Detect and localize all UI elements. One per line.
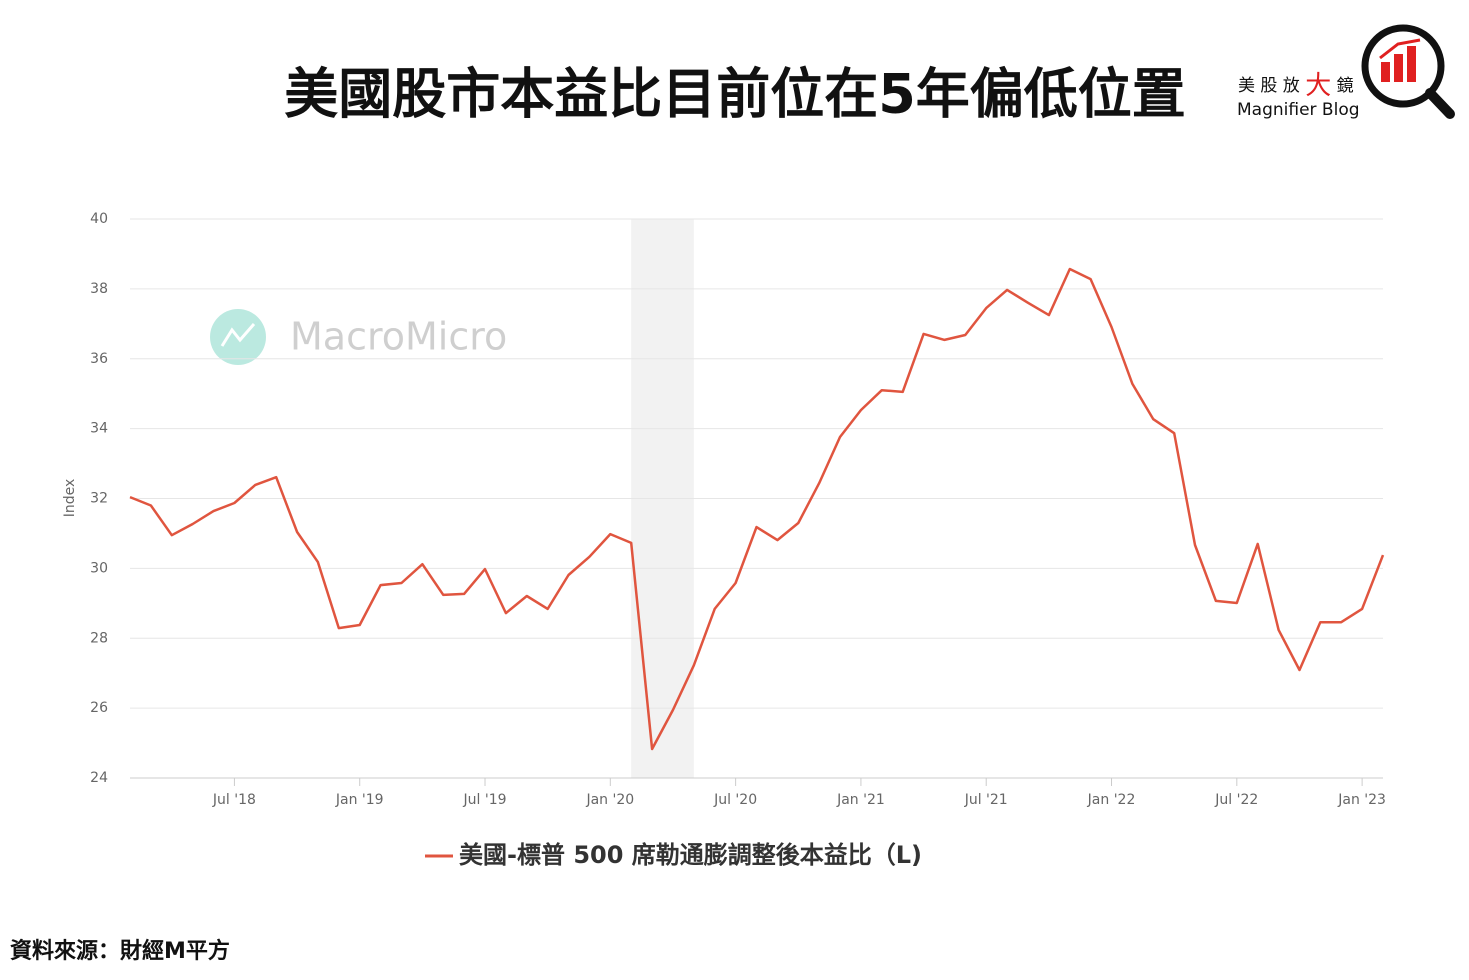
y-tick-label: 40 [90, 211, 108, 227]
watermark-logo [210, 309, 266, 365]
data-line [129, 267, 1385, 751]
y-tick-label: 38 [90, 281, 108, 297]
y-tick-label: 32 [90, 491, 108, 507]
logo-arrow [1379, 38, 1421, 60]
x-tick-label: Jan '22 [1087, 792, 1136, 808]
x-tick-label: Jan '23 [1337, 792, 1386, 808]
watermark: MacroMicro [210, 309, 507, 365]
x-tick-label: Jul '19 [463, 792, 507, 808]
x-tick-label: Jan '19 [335, 792, 384, 808]
logo-bar [1407, 46, 1416, 82]
y-tick-label: 28 [90, 630, 108, 646]
logo-bar [1381, 62, 1390, 82]
source-note: 資料來源：財經M平方 [10, 938, 230, 964]
y-tick-label: 34 [90, 421, 108, 437]
chart-title: 美國股市本益比目前位在5年偏低位置 [284, 63, 1186, 126]
legend-label: 美國-標普 500 席勒通膨調整後本益比（L) [459, 841, 922, 869]
brand-subtitle: Magnifier Blog [1237, 100, 1360, 120]
x-tick-label: Jul '18 [212, 792, 256, 808]
x-tick-label: Jul '20 [713, 792, 757, 808]
y-tick-label: 26 [90, 700, 108, 716]
brand-name: 美 股 放 大 鏡 [1238, 71, 1354, 101]
brand-part: 大 [1305, 71, 1331, 101]
x-tick-label: Jan '20 [585, 792, 634, 808]
brand-part: 美 股 放 [1238, 76, 1305, 96]
x-tick-label: Jan '21 [836, 792, 885, 808]
watermark-text: MacroMicro [290, 315, 507, 359]
brand-logo [1361, 24, 1455, 119]
x-tick-label: Jul '21 [964, 792, 1008, 808]
brand-part: 鏡 [1331, 76, 1353, 96]
x-tick-label: Jul '22 [1214, 792, 1258, 808]
logo-handle [1425, 88, 1455, 119]
logo-bar [1394, 54, 1403, 82]
plot [130, 218, 1383, 786]
y-axis-label: Index [62, 479, 78, 518]
y-tick-label: 36 [90, 351, 108, 367]
watermark-logo-line [220, 323, 256, 347]
y-tick-label: 30 [90, 560, 108, 576]
y-tick-label: 24 [90, 770, 108, 786]
